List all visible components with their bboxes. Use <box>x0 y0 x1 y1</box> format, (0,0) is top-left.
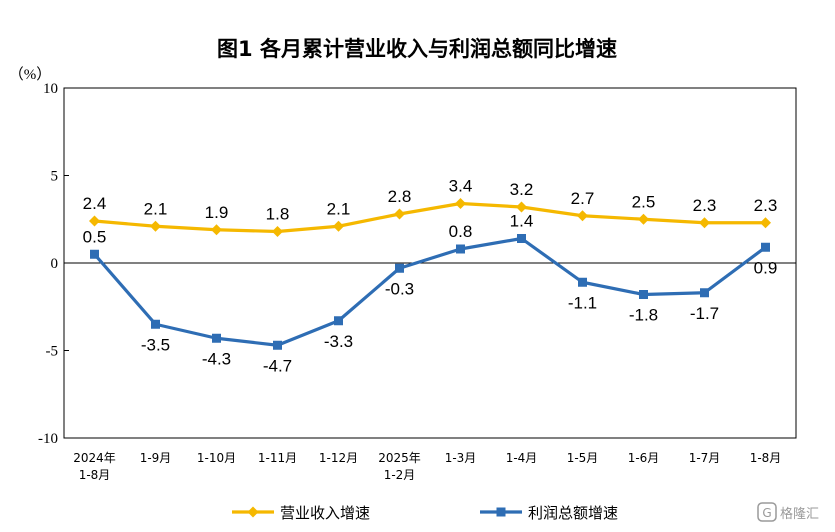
legend: 营业收入增速 利润总额增速 <box>232 504 618 522</box>
data-point <box>333 220 344 232</box>
data-label: 2.3 <box>693 196 717 215</box>
x-tick-label: 1-2月 <box>384 468 416 482</box>
data-point <box>516 201 527 213</box>
data-label: 1.8 <box>266 205 290 224</box>
legend-label: 利润总额增速 <box>528 504 618 522</box>
chart-title: 图1 各月累计营业收入与利润总额同比增速 <box>217 37 617 61</box>
data-point <box>760 217 771 229</box>
data-point <box>700 288 709 298</box>
data-point <box>578 277 587 287</box>
data-point <box>90 249 99 259</box>
data-point <box>273 340 282 350</box>
watermark: G 格隆汇 <box>757 502 819 522</box>
data-label: 1.4 <box>510 212 534 231</box>
data-point <box>89 215 100 227</box>
data-label: -1.8 <box>629 306 658 325</box>
x-axis-ticks: 2024年 1-8月 1-9月 1-10月 1-11月 1-12月 2025年 1-2月 1-3… <box>73 451 781 482</box>
data-label: -1.7 <box>690 304 719 323</box>
data-label: 0.5 <box>83 227 107 246</box>
x-tick-label: 1-12月 <box>319 451 358 465</box>
x-tick-label: 1-9月 <box>140 451 172 465</box>
data-label: 3.2 <box>510 180 534 199</box>
data-point <box>395 263 404 273</box>
data-label: -4.7 <box>263 356 292 375</box>
watermark-logo-icon <box>757 502 777 522</box>
data-label: -3.3 <box>324 332 353 351</box>
x-tick-label: 2025年 <box>378 451 421 465</box>
legend-item: 利润总额增速 <box>480 504 618 522</box>
data-label: 2.3 <box>754 196 778 215</box>
data-label: 2.8 <box>388 187 412 206</box>
data-point <box>150 220 161 232</box>
series-line <box>92 236 768 347</box>
data-label: -3.5 <box>141 335 170 354</box>
data-label: 0.8 <box>449 222 473 241</box>
y-tick-label: 0 <box>51 256 59 272</box>
data-label: 1.9 <box>205 203 229 222</box>
data-point <box>212 333 221 343</box>
y-tick-label: -5 <box>46 344 59 360</box>
data-point <box>761 242 770 252</box>
x-tick-label: 2024年 <box>73 451 116 465</box>
series-line <box>92 201 768 234</box>
watermark-text: 格隆汇 <box>780 506 819 522</box>
data-point <box>699 217 710 229</box>
data-label: 2.1 <box>144 199 168 218</box>
data-point <box>151 319 160 329</box>
data-point <box>638 213 649 225</box>
data-label: 0.9 <box>754 258 778 277</box>
legend-item: 营业收入增速 <box>232 504 370 522</box>
y-tick-label: 10 <box>43 81 58 97</box>
y-tick-label: 5 <box>51 169 59 185</box>
x-tick-label: 1-7月 <box>689 451 721 465</box>
data-point <box>517 234 526 243</box>
x-tick-label: 1-10月 <box>197 451 236 465</box>
series-layer: 2.4 2.1 1.9 1.8 2.1 2.8 3.4 3.2 2.7 2.5 2.3 2.3 0.5 -… <box>83 177 778 376</box>
y-axis-ticks: 10 5 0 -5 -10 <box>38 81 69 447</box>
data-point <box>272 226 283 237</box>
data-point <box>577 210 588 222</box>
data-label: -1.1 <box>568 293 597 312</box>
x-tick-label: 1-8月 <box>79 468 111 482</box>
x-tick-label: 1-6月 <box>628 451 660 465</box>
x-tick-label: 1-5月 <box>567 451 599 465</box>
data-point <box>394 208 405 220</box>
y-tick-label: -10 <box>38 431 58 447</box>
data-label: -0.3 <box>385 279 414 298</box>
x-tick-label: 1-4月 <box>506 451 538 465</box>
x-tick-label: 1-8月 <box>750 451 782 465</box>
series-2: 0.5 -3.5 -4.3 -4.7 -3.3 -0.3 0.8 1.4 -1.1 -1.8 -1.… <box>83 212 778 376</box>
data-point <box>455 198 466 209</box>
data-label: 2.5 <box>632 192 656 211</box>
data-label: 2.4 <box>83 194 107 213</box>
legend-marker <box>247 506 259 518</box>
watermark-logo-glyph: G <box>762 506 771 520</box>
data-point <box>211 224 222 236</box>
legend-marker <box>496 507 506 517</box>
data-label: 2.1 <box>327 199 351 218</box>
data-point <box>456 244 465 254</box>
x-tick-label: 1-11月 <box>258 451 297 465</box>
legend-label: 营业收入增速 <box>280 504 370 522</box>
series-1: 2.4 2.1 1.9 1.8 2.1 2.8 3.4 3.2 2.7 2.5 2.3 2.3 <box>83 177 778 237</box>
data-label: -4.3 <box>202 349 231 368</box>
data-point <box>334 316 343 326</box>
x-tick-label: 1-3月 <box>445 451 477 465</box>
y-axis-unit: （%） <box>9 66 52 83</box>
data-point <box>639 290 648 299</box>
data-label: 2.7 <box>571 189 595 208</box>
data-label: 3.4 <box>449 177 473 196</box>
